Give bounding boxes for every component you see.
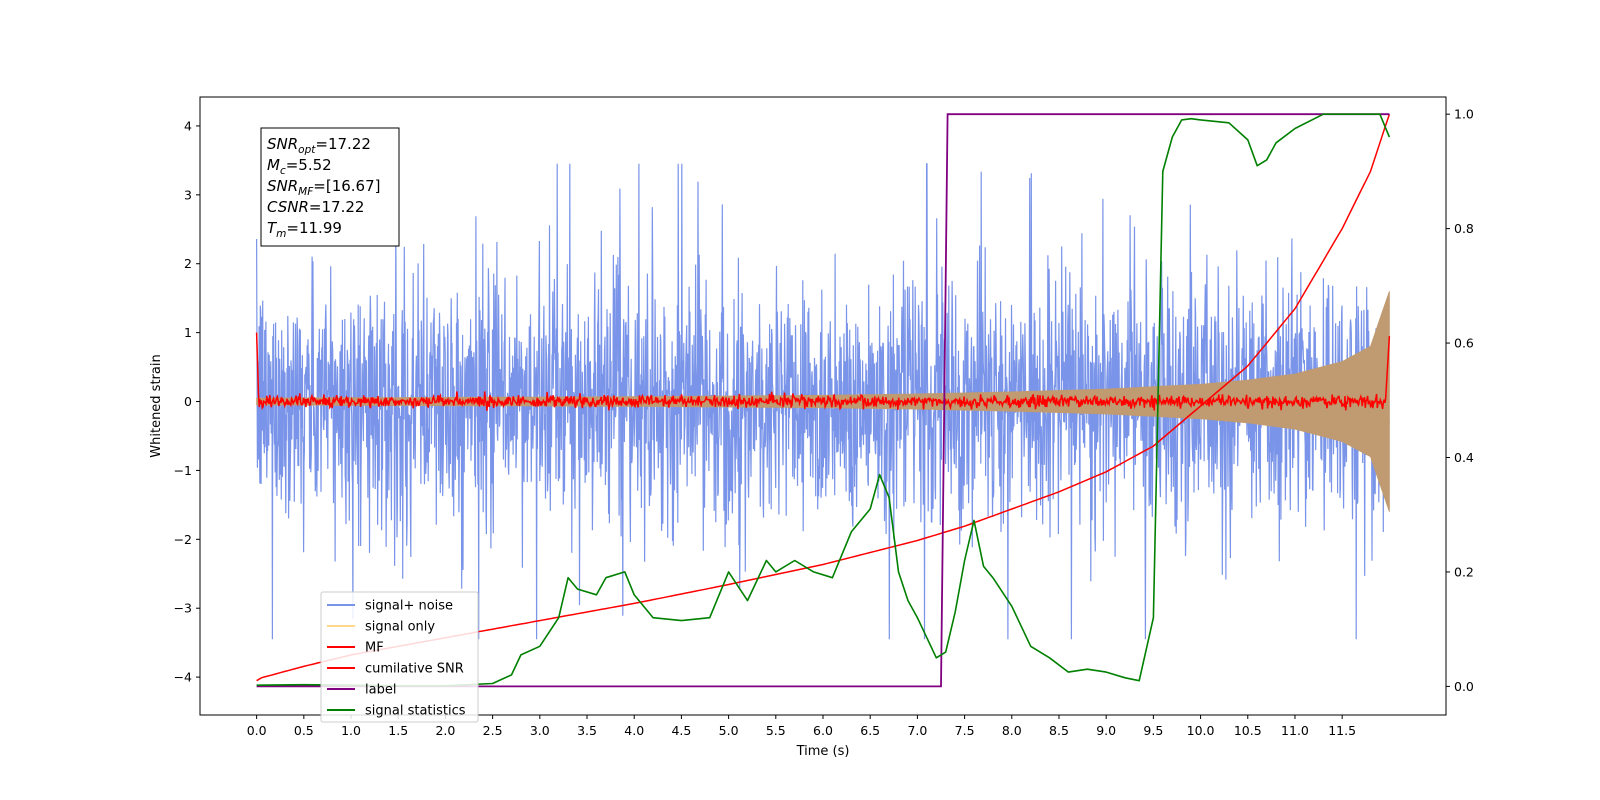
x-tick-label: 7.5: [955, 723, 975, 738]
info-box-line: SNRopt=17.22: [267, 135, 371, 156]
info-box-line: CSNR=17.22: [267, 198, 364, 216]
y-tick-label: 4: [184, 118, 192, 133]
y2-tick-label: 0.4: [1454, 450, 1474, 465]
legend-label: signal+ noise: [365, 599, 453, 614]
x-tick-label: 2.5: [483, 723, 503, 738]
y-tick-label: 0: [184, 394, 192, 409]
y2-tick-label: 0.2: [1454, 564, 1474, 579]
x-tick-label: 3.5: [577, 723, 597, 738]
x-tick-label: 8.5: [1049, 723, 1069, 738]
x-tick-label: 6.0: [813, 723, 833, 738]
legend: signal+ noise signal only MF cumilative SNR…: [320, 591, 479, 723]
x-tick-label: 6.5: [860, 723, 880, 738]
y2-tick-label: 1.0: [1454, 107, 1474, 122]
x-tick-label: 0.5: [294, 723, 314, 738]
series-mf: [255, 332, 1391, 411]
x-tick-label: 3.0: [530, 723, 550, 738]
x-tick-label: 0.0: [247, 723, 267, 738]
y-tick-label: −1: [174, 463, 192, 478]
series-signal-statistics: [256, 113, 1391, 687]
y-tick-label: 3: [184, 187, 192, 202]
x-tick-label: 9.0: [1096, 723, 1116, 738]
legend-frame: [320, 591, 479, 723]
info-box: SNRopt=17.22Mc=5.52SNRMF=[16.67]CSNR=17.…: [260, 127, 400, 247]
x-tick-label: 5.0: [719, 723, 739, 738]
legend-label: signal statistics: [365, 704, 466, 719]
y2-tick-label: 0.6: [1454, 336, 1474, 351]
info-box-line: SNRMF=[16.67]: [267, 177, 381, 198]
y-tick-label: 2: [184, 256, 192, 271]
y2-tick-label: 0.8: [1454, 221, 1474, 236]
axis-ticks: 0.0 0.5 1.0 1.5 2.0 2.5 3.0 3.5 4.0 4.5 5.0 5.5 6.0 6…: [174, 107, 1474, 738]
x-tick-label: 4.5: [671, 723, 691, 738]
y-tick-label: −4: [174, 670, 192, 685]
x-tick-label: 10.0: [1187, 723, 1215, 738]
x-tick-label: 5.5: [766, 723, 786, 738]
x-tick-label: 1.5: [388, 723, 408, 738]
info-box-frame: [260, 127, 400, 247]
legend-label: MF: [365, 641, 384, 656]
x-tick-label: 8.0: [1002, 723, 1022, 738]
x-tick-label: 10.5: [1234, 723, 1262, 738]
x-tick-label: 7.0: [907, 723, 927, 738]
y2-tick-label: 0.0: [1454, 679, 1474, 694]
x-tick-label: 11.0: [1281, 723, 1309, 738]
x-axis-label: Time (s): [796, 744, 850, 759]
x-tick-label: 2.0: [435, 723, 455, 738]
legend-label: label: [365, 683, 396, 698]
x-tick-label: 1.0: [341, 723, 361, 738]
y-tick-label: 1: [184, 325, 192, 340]
info-box-line: Tm=11.99: [267, 219, 342, 240]
x-tick-label: 4.0: [624, 723, 644, 738]
series-label: [256, 113, 1390, 688]
y-axis-label: Whitened strain: [149, 354, 164, 457]
y-tick-label: −3: [174, 601, 192, 616]
legend-label: signal only: [365, 620, 435, 635]
x-tick-label: 11.5: [1328, 723, 1356, 738]
y-tick-label: −2: [174, 532, 192, 547]
legend-label: cumilative SNR: [365, 662, 464, 677]
info-box-line: Mc=5.52: [267, 156, 332, 177]
x-tick-label: 9.5: [1143, 723, 1163, 738]
